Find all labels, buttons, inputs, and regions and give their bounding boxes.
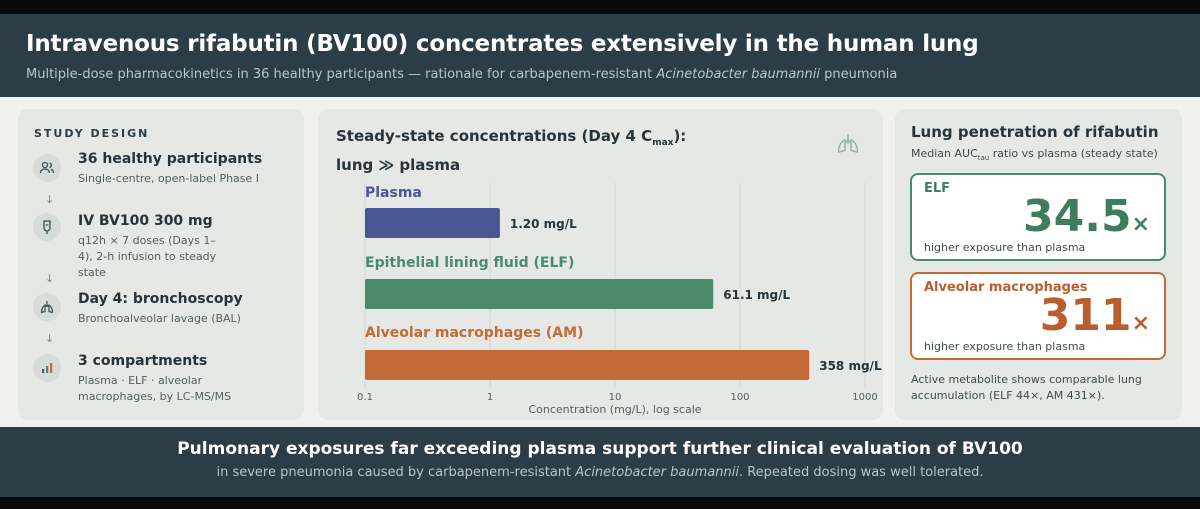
lung-penetration-subtitle: Median AUCtau ratio vs plasma (steady st… (911, 147, 1158, 162)
study-design-title: STUDY DESIGN (34, 127, 150, 140)
bar-category-label: Epithelial lining fluid (ELF) (365, 255, 574, 271)
elf-ratio-number: 34.5 (1023, 191, 1132, 242)
am-ratio-caption: higher exposure than plasma (924, 340, 1086, 353)
footer-text: in severe pneumonia caused by carbapenem… (216, 465, 576, 480)
header-banner: Intravenous rifabutin (BV100) concentrat… (0, 14, 1200, 97)
chart-panel: Steady-state concentrations (Day 4 Cmax)… (318, 109, 883, 420)
chart-title-colon: ): (673, 127, 687, 145)
bar-category-label: Alveolar macrophages (AM) (365, 325, 583, 341)
page-title: Intravenous rifabutin (BV100) concentrat… (26, 31, 979, 57)
elf-ratio-value: 34.5× (1023, 191, 1150, 242)
x-tick-label: 0.1 (357, 392, 373, 403)
concentration-chart: Plasma 1.20 mg/L Epithelial lining fluid (… (357, 183, 882, 416)
lungs-icon (33, 293, 61, 321)
step-1-title: 36 healthy participants (78, 151, 263, 167)
lung-penetration-title: Lung penetration of rifabutin (911, 123, 1159, 141)
people-icon (33, 154, 61, 182)
bar (365, 279, 714, 309)
x-tick-label: 10 (609, 392, 622, 403)
x-axis-label: Concentration (mg/L), log scale (528, 403, 701, 416)
footer-headline: Pulmonary exposures far exceeding plasma… (177, 439, 1023, 459)
elf-label: ELF (924, 181, 951, 196)
am-ratio-unit: × (1131, 311, 1150, 336)
subtitle-text: Multiple-dose pharmacokinetics in 36 hea… (26, 67, 657, 82)
step-3-sub: Bronchoalveolar lavage (BAL) (78, 312, 241, 325)
step-3-title: Day 4: bronchoscopy (78, 291, 243, 307)
step-1-sub: Single-centre, open-label Phase I (78, 172, 260, 185)
elf-ratio-caption: higher exposure than plasma (924, 241, 1086, 254)
iv-drip-icon (33, 213, 61, 241)
x-tick-label: 1 (487, 392, 493, 403)
bottom-border (0, 497, 1200, 509)
bar (365, 350, 810, 380)
subtitle-auc: Median AUC (911, 147, 978, 160)
chart-title-subscript: max (652, 138, 674, 148)
lung-penetration-panel: Lung penetration of rifabutin Median AUC… (895, 109, 1182, 420)
footer-species: Acinetobacter baumannii (575, 465, 739, 480)
top-border (0, 0, 1200, 14)
step-4-title: 3 compartments (78, 353, 208, 369)
subtitle-ratio: ratio vs plasma (steady state) (989, 147, 1158, 160)
bar-value-label: 61.1 mg/L (723, 288, 790, 302)
am-label: Alveolar macrophages (924, 280, 1088, 295)
bar (365, 208, 500, 238)
main-content: STUDY DESIGN 36 healthy participants Sin… (0, 97, 1200, 427)
arrow-down-icon: ↓ (45, 193, 55, 206)
arrow-down-icon: ↓ (45, 272, 55, 285)
bar-value-label: 358 mg/L (819, 359, 882, 373)
chart-title: Steady-state concentrations (Day 4 Cmax)… (336, 125, 686, 176)
chart-title-line2: lung ≫ plasma (336, 156, 461, 174)
x-tick-label: 100 (730, 392, 749, 403)
elf-ratio-unit: × (1131, 212, 1150, 237)
subtitle-tau: tau (977, 154, 990, 163)
footer-banner: Pulmonary exposures far exceeding plasma… (0, 427, 1200, 497)
bar-category-label: Plasma (365, 185, 422, 201)
footer-subline: in severe pneumonia caused by carbapenem… (0, 465, 1200, 480)
bar-value-label: 1.20 mg/L (510, 217, 577, 231)
bar-chart-icon (33, 354, 61, 382)
step-2-title: IV BV100 300 mg (78, 213, 213, 229)
am-ratio-number: 311 (1039, 290, 1132, 341)
am-ratio-value: 311× (1040, 290, 1150, 341)
lungs-icon (835, 131, 861, 161)
metabolite-note: Active metabolite shows comparable lung … (911, 373, 1142, 402)
chart-title-text: Steady-state concentrations (Day 4 C (336, 127, 653, 145)
step-2-sub: q12h × 7 doses (Days 1–4), 2-h infusion … (78, 234, 217, 279)
x-tick-label: 1000 (852, 392, 877, 403)
subtitle-species: Acinetobacter baumannii (656, 67, 821, 82)
footer-text-end: . Repeated dosing was well tolerated. (738, 465, 984, 480)
step-4-sub: Plasma · ELF · alveolar macrophages, by … (78, 374, 232, 403)
page-subtitle: Multiple-dose pharmacokinetics in 36 hea… (26, 67, 897, 82)
study-design-panel: STUDY DESIGN 36 healthy participants Sin… (18, 109, 304, 420)
am-ratio-card: Alveolar macrophages 311× higher exposur… (910, 272, 1166, 360)
arrow-down-icon: ↓ (45, 332, 55, 345)
subtitle-text-end: pneumonia (820, 67, 898, 82)
elf-ratio-card: ELF 34.5× higher exposure than plasma (910, 173, 1166, 261)
